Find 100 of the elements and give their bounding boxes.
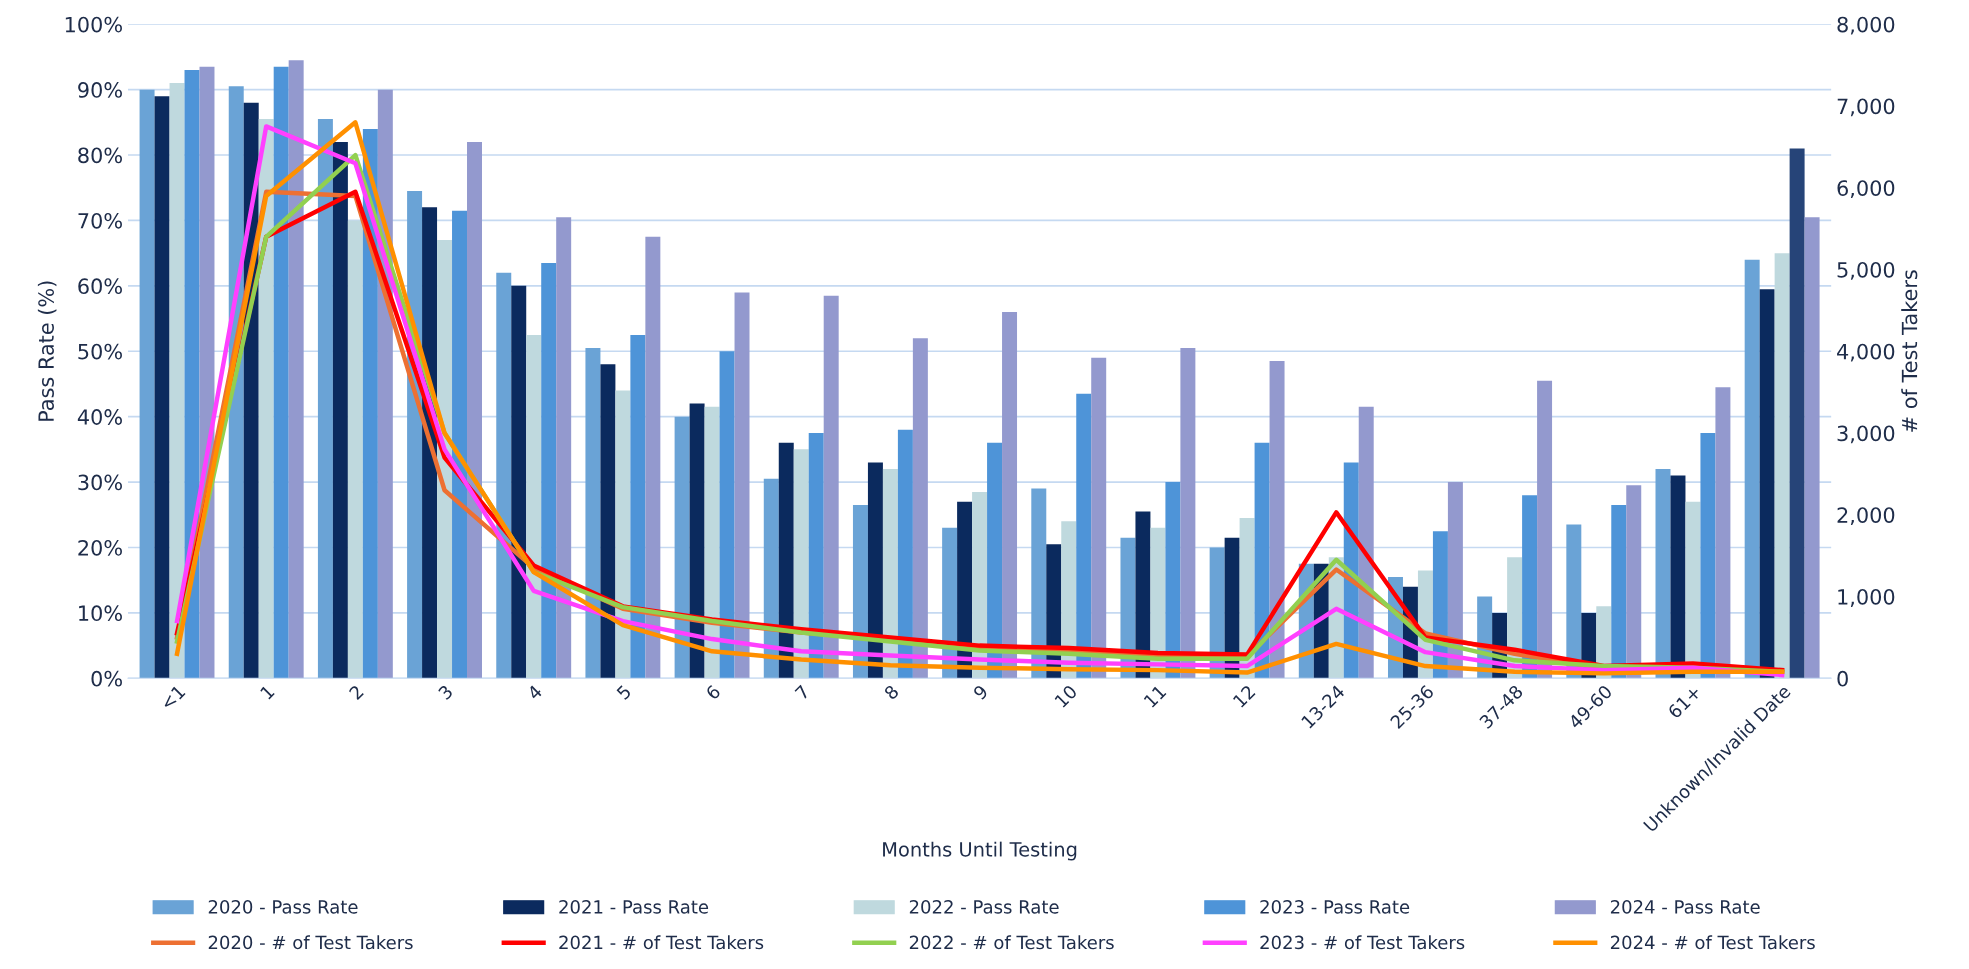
bar — [496, 272, 512, 679]
x-tick-label: 12 — [1232, 684, 1256, 708]
y2-tick-label: 8,000 — [1837, 16, 1895, 35]
x-tick-label: 7 — [794, 684, 810, 700]
bar — [1031, 488, 1047, 679]
bar — [1180, 347, 1196, 679]
bar — [1789, 148, 1805, 679]
bar — [347, 220, 363, 679]
legend-label: 2022 - # of Test Takers — [909, 935, 1114, 950]
x-tick-label: 2 — [348, 684, 364, 701]
y2-tick-label: 0 — [1837, 670, 1848, 687]
y-tick-label: 10% — [79, 605, 122, 622]
y-tick-label: 80% — [78, 147, 122, 164]
y-tick-label: 70% — [78, 212, 122, 229]
legend-label: 2023 - # of Test Takers — [1260, 935, 1465, 950]
bar — [912, 338, 928, 679]
y-tick-label: 40% — [77, 409, 122, 425]
legend-label: 2020 - # of Test Takers — [208, 935, 413, 950]
bar — [1700, 433, 1716, 679]
bar — [541, 262, 557, 679]
bar — [526, 334, 542, 679]
legend-label: 2020 - Pass Rate — [208, 900, 358, 914]
bar — [734, 292, 750, 679]
bar — [719, 351, 735, 679]
bar — [139, 89, 155, 679]
bar — [852, 504, 868, 679]
bar — [689, 403, 705, 679]
bar — [1759, 289, 1775, 679]
y2-tick-label: 5,000 — [1837, 261, 1895, 280]
bar — [288, 60, 304, 679]
y-tick-label: 90% — [78, 82, 122, 98]
bar — [1611, 504, 1627, 679]
x-tick-label: 1 — [259, 684, 275, 700]
legend-label: 2022 - Pass Rate — [909, 900, 1059, 914]
y-tick-label: 30% — [78, 474, 122, 491]
y2-tick-label: 2,000 — [1837, 507, 1895, 526]
bar — [897, 429, 913, 679]
x-tick-label: 6 — [705, 684, 722, 701]
y2-tick-label: 6,000 — [1837, 180, 1895, 199]
bar — [1744, 259, 1760, 679]
bar — [674, 416, 690, 679]
x-tick-label: 5 — [616, 684, 632, 701]
bar — [452, 210, 468, 679]
bar — [1002, 312, 1018, 679]
bar — [169, 83, 185, 679]
legend-label: 2024 - # of Test Takers — [1610, 935, 1815, 950]
x-tick-label: 3 — [437, 684, 454, 701]
bar — [778, 442, 794, 679]
bar — [704, 406, 720, 679]
bar — [793, 449, 809, 679]
bar — [1670, 475, 1686, 679]
legend-label: 2021 - # of Test Takers — [559, 935, 764, 950]
bar — [556, 217, 572, 679]
y-axis-title: Pass Rate (%) — [37, 281, 57, 421]
x-axis-title: Months Until Testing — [883, 841, 1077, 861]
bar — [808, 433, 824, 679]
bar — [823, 295, 839, 679]
y-tick-label: 100% — [65, 16, 122, 33]
y-tick-label: 60% — [78, 278, 122, 295]
y2-tick-label: 4,000 — [1837, 343, 1895, 362]
bar — [511, 285, 527, 679]
bar — [1626, 485, 1642, 679]
bar — [317, 119, 333, 679]
bar — [1804, 217, 1820, 679]
x-tick-label: <1 — [159, 684, 186, 711]
bar — [467, 141, 482, 679]
bar — [630, 334, 646, 679]
bar — [615, 390, 631, 679]
x-tick-label: 11 — [1143, 684, 1167, 708]
legend-label: 2024 - Pass Rate — [1610, 900, 1760, 914]
bar — [332, 141, 348, 679]
bar — [763, 478, 779, 679]
x-tick-label: 8 — [883, 684, 900, 701]
bar — [258, 119, 274, 679]
y-tick-label: 20% — [78, 539, 122, 556]
bar — [1715, 387, 1731, 679]
x-tick-label: 61+ — [1667, 684, 1702, 720]
x-tick-label: 10 — [1054, 684, 1078, 708]
bar — [1091, 357, 1107, 679]
y2-axis-title: # of Test Takers — [1901, 270, 1918, 432]
bar — [600, 364, 616, 679]
bar — [867, 462, 883, 679]
bar — [273, 66, 289, 679]
y2-tick-label: 7,000 — [1837, 98, 1895, 117]
bar — [1774, 253, 1790, 679]
y-tick-label: 0% — [91, 670, 122, 687]
y-tick-label: 50% — [78, 343, 122, 360]
bar — [437, 240, 453, 679]
bar — [1165, 482, 1181, 679]
bar — [1076, 393, 1092, 679]
bar — [882, 469, 898, 679]
bar — [585, 347, 601, 679]
x-tick-label: 4 — [526, 684, 543, 701]
legend-label: 2023 - Pass Rate — [1260, 900, 1410, 914]
bar — [987, 442, 1003, 679]
y2-tick-label: 3,000 — [1837, 425, 1895, 444]
bar — [1358, 406, 1374, 679]
bar — [1269, 361, 1285, 679]
bar — [645, 236, 661, 679]
bar — [1685, 501, 1701, 679]
